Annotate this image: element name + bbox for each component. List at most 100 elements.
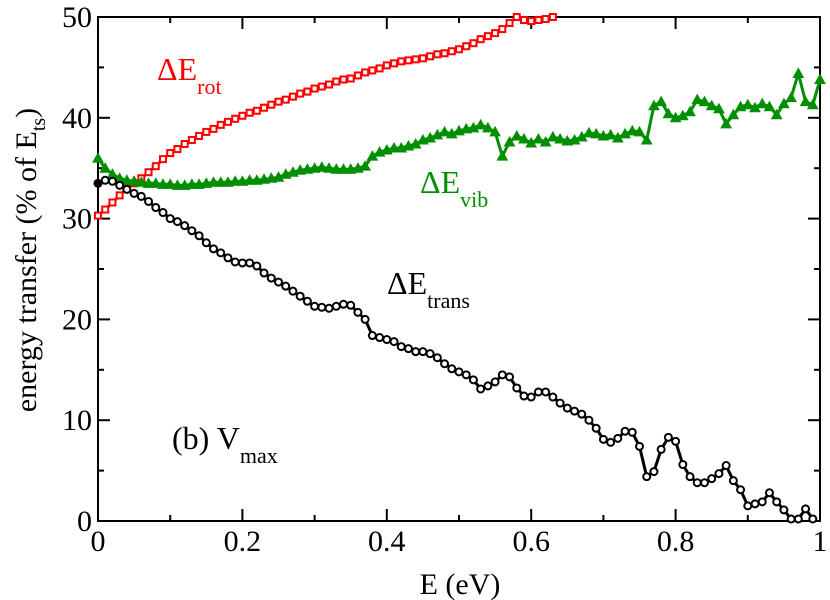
data-point-rot [187,135,196,144]
data-point-trans [172,217,182,227]
data-point-vib [510,129,523,141]
data-point-vib [142,177,155,188]
data-point-trans [656,444,666,454]
data-point-trans [714,469,724,479]
data-point-trans [403,344,413,354]
data-point-rot [397,57,406,66]
data-point-vib [121,174,133,185]
data-point-rot [101,205,110,214]
data-point-trans [317,302,327,312]
data-point-vib [474,118,487,130]
data-point-trans [707,474,717,484]
data-point-vib [633,125,646,137]
x-tick-label: 0.4 [368,525,406,558]
data-point-trans [577,409,587,419]
data-point-rot [368,66,377,75]
data-point-trans [490,377,500,387]
data-point-trans [620,426,630,436]
data-point-rot [267,100,276,109]
data-point-trans [526,392,536,402]
data-point-vib [186,178,198,189]
data-point-vib [720,117,732,129]
data-point-rot [361,68,370,77]
data-point-rot [332,77,341,86]
data-point-trans [93,178,103,188]
data-point-rot [527,17,536,26]
data-point-rot [541,15,550,24]
data-point-trans [158,208,168,218]
label-vib: ΔEvib [420,164,488,212]
data-point-trans [635,441,644,451]
x-tick-label: 1 [813,525,828,558]
data-point-vib [705,99,718,111]
data-point-rot [325,80,334,89]
data-point-trans [649,467,659,477]
data-point-vib [778,97,790,109]
data-point-rot [317,82,326,91]
data-point-rot [296,89,305,98]
data-point-rot [303,87,312,96]
data-point-trans [468,375,478,385]
data-point-vib [438,125,451,137]
data-point-rot [382,61,391,70]
data-point-rot [209,124,218,133]
y-axis: 0 10 20 30 40 50 [62,1,820,538]
data-point-trans [295,291,305,301]
data-point-vib [149,177,162,188]
data-point-vib [135,176,148,187]
data-point-rot [281,95,290,104]
data-point-trans [375,333,385,343]
data-point-trans [302,296,312,306]
data-point-trans [808,514,818,524]
data-point-vib [503,135,516,147]
label-trans: ΔEtrans [387,265,470,313]
data-point-vib [583,126,595,138]
data-point-rot [455,45,463,54]
data-point-trans [793,514,803,524]
data-point-vib [756,97,769,109]
label-trans-sub: trans [427,288,470,313]
data-point-trans [497,370,507,380]
data-point-trans [801,504,811,514]
data-point-vib [662,107,675,119]
data-point-trans [230,257,240,267]
data-point-trans [505,372,515,382]
data-point-vib [359,160,371,171]
x-tick-label: 0.8 [657,525,695,558]
data-point-trans [324,303,334,313]
data-point-rot [505,19,514,28]
data-point-vib [763,100,776,112]
data-point-vib [741,98,754,110]
data-point-vib [814,73,826,84]
data-point-vib [604,128,617,140]
data-point-trans [266,273,276,283]
data-point-rot [231,114,240,123]
data-point-trans [122,184,132,194]
data-point-rot [476,35,485,44]
data-point-trans [642,472,652,482]
data-point-trans [310,301,320,311]
data-point-trans [512,383,522,393]
data-point-trans [757,497,767,507]
data-point-vib [590,127,603,139]
data-point-rot [108,198,117,207]
data-point-trans [692,478,702,488]
data-point-vib [770,108,783,120]
data-point-vib [691,93,704,105]
x-axis: 0 0.2 0.4 0.6 0.8 1 [91,17,828,558]
data-point-vib [388,142,400,153]
data-point-trans [165,214,175,224]
series-trans [93,175,818,524]
data-point-rot [180,140,189,149]
series-line-trans [97,178,815,521]
data-point-vib [539,135,552,147]
data-point-trans [216,248,226,258]
data-point-trans [476,384,486,394]
data-point-rot [223,117,232,126]
y-tick-label: 10 [62,404,92,437]
data-point-vib [554,132,566,144]
data-point-vib [518,132,530,144]
data-point-rot [426,52,435,61]
x-tick-label: 0.6 [512,525,550,558]
data-point-rot [115,191,124,200]
